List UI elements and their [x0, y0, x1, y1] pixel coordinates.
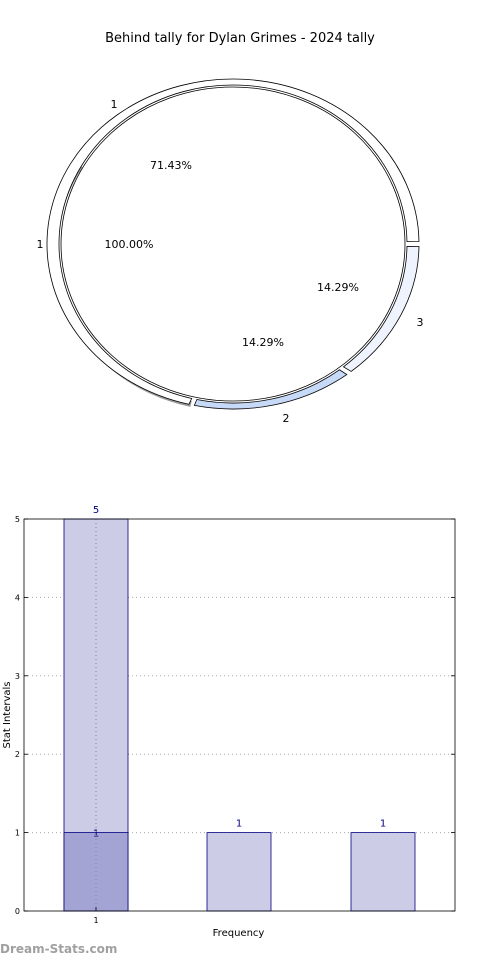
y-axis-label: Stat Intervals: [2, 681, 13, 748]
pie-chart: 1 71.43% 3 14.29% 2 14.29% 1 100.00%: [37, 78, 424, 425]
ytick-label-5: 5: [15, 515, 20, 524]
pie-outer-label-0: 1: [111, 98, 118, 111]
xtick-label-0: 1: [93, 916, 98, 925]
bar-chart: 5 1 1 1 0 1 2 3 4 5 1 Frequency Stat Intervals: [2, 505, 456, 939]
ytick-label-1: 1: [15, 829, 20, 838]
pie-outer-percent-0: 71.43%: [150, 159, 192, 172]
plot-frame: [23, 518, 456, 912]
bar-label-1: 1: [236, 819, 242, 830]
ytick-label-3: 3: [15, 672, 20, 681]
pie-outer-label-2: 2: [283, 412, 290, 425]
pie-outer-label-1: 3: [417, 316, 424, 329]
pie-outer-slice-3: [193, 369, 348, 410]
bar-overlay-label: 1: [93, 829, 99, 840]
pie-outer-slice-2: [342, 245, 420, 372]
x-axis-label: Frequency: [213, 928, 265, 939]
ytick-label-2: 2: [15, 750, 20, 759]
chart-title: Behind tally for Dylan Grimes - 2024 tal…: [105, 31, 375, 46]
pie-outer-slice-1: [46, 78, 420, 405]
bar-2: [350, 832, 416, 912]
ytick-label-0: 0: [15, 907, 20, 916]
watermark: Dream-Stats.com: [0, 942, 118, 956]
bar-1: [206, 832, 272, 912]
bar-label-0: 5: [93, 505, 99, 516]
pie-inner-percent: 100.00%: [105, 238, 154, 251]
pie-outer-percent-1: 14.29%: [317, 281, 359, 294]
ytick-label-4: 4: [15, 593, 20, 602]
bar-label-2: 1: [380, 819, 386, 830]
pie-outer-percent-2: 14.29%: [242, 336, 284, 349]
pie-inner-slice-1: [60, 86, 406, 402]
pie-inner-label: 1: [37, 238, 44, 251]
